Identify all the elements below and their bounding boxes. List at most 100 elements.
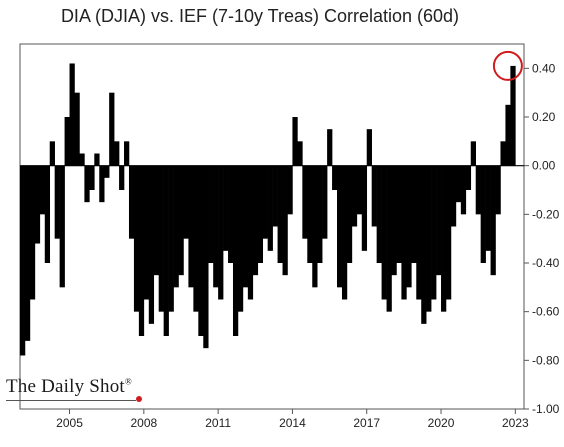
bar: [307, 165, 313, 263]
bar: [203, 165, 209, 349]
bar: [34, 165, 41, 244]
x-axis: 2005 2008 2011 2014 2017 2020 2023: [56, 409, 529, 430]
bar: [44, 165, 51, 263]
bar: [485, 165, 491, 251]
bar: [386, 165, 392, 312]
bar: [332, 165, 338, 190]
bar: [302, 165, 308, 239]
bar: [232, 165, 239, 336]
bar: [109, 92, 115, 166]
bar: [480, 165, 486, 263]
bar: [272, 165, 278, 227]
bar: [104, 165, 110, 178]
bar: [460, 165, 467, 215]
x-tick-label: 2017: [353, 416, 380, 430]
y-axis: 0.40 0.20 0.00 -0.20 -0.40 -0.60 -0.80 -1.00: [524, 61, 560, 416]
watermark-logo: The Daily Shot®: [6, 376, 132, 398]
bar: [89, 165, 95, 190]
bar: [208, 165, 214, 263]
bar: [465, 165, 472, 190]
bar: [114, 141, 120, 166]
bar: [287, 165, 293, 215]
registered-mark: ®: [124, 376, 132, 387]
bar: [317, 165, 323, 263]
y-tick-label: -0.80: [532, 353, 560, 367]
bar: [495, 165, 501, 215]
bar: [361, 165, 368, 251]
bar: [128, 165, 135, 239]
bar: [500, 141, 506, 166]
bar: [292, 117, 298, 166]
bar: [490, 165, 496, 276]
bar: [470, 141, 476, 166]
bar: [391, 165, 397, 276]
bar: [455, 165, 462, 203]
bar: [327, 129, 333, 166]
bar: [183, 165, 189, 239]
bar: [341, 165, 348, 300]
bar: [94, 153, 100, 166]
x-tick-label: 2023: [502, 416, 529, 430]
bar: [312, 165, 318, 288]
bar: [69, 63, 75, 166]
bar: [421, 165, 427, 324]
y-tick-label: 0.20: [532, 110, 556, 124]
bar: [322, 165, 328, 239]
bar: [252, 165, 259, 276]
highlight-circle: [492, 50, 523, 81]
bar: [79, 153, 85, 166]
bar: [337, 165, 343, 288]
bar: [396, 165, 402, 263]
bar: [153, 165, 159, 276]
bar: [99, 165, 105, 203]
bar: [193, 165, 199, 312]
x-tick-label: 2008: [130, 416, 157, 430]
bar: [346, 165, 353, 263]
bar: [416, 165, 422, 300]
bar: [59, 165, 65, 288]
chart-title: DIA (DJIA) vs. IEF (7-10y Treas) Correla…: [60, 6, 460, 26]
bar: [445, 165, 452, 300]
bar: [223, 165, 229, 251]
bar: [84, 165, 90, 203]
bar: [247, 165, 254, 300]
bar: [242, 165, 249, 288]
bar: [228, 165, 234, 263]
bar: [406, 165, 412, 288]
bar: [450, 165, 457, 227]
bar: [64, 117, 70, 166]
bar: [138, 165, 145, 336]
bar: [20, 165, 26, 356]
bar: [213, 165, 219, 288]
watermark-text: The Daily Shot: [6, 376, 125, 397]
bar: [29, 165, 36, 300]
bar: [188, 165, 194, 288]
bar: [39, 165, 46, 215]
bar: [267, 165, 273, 251]
bar: [426, 165, 432, 312]
bar: [178, 165, 184, 276]
bar: [133, 165, 140, 312]
watermark-underline: [6, 400, 136, 401]
bar: [436, 165, 442, 276]
bar: [381, 165, 387, 300]
bar: [168, 165, 174, 312]
bar: [475, 165, 481, 215]
x-tick-label: 2020: [428, 416, 455, 430]
bar: [371, 165, 377, 227]
bar: [143, 165, 150, 300]
bar: [124, 141, 130, 166]
y-tick-label: 0.40: [532, 61, 556, 75]
bar: [119, 165, 125, 190]
bar: [237, 165, 244, 312]
bar: [351, 165, 358, 227]
bar: [257, 165, 264, 263]
y-tick-label: -0.60: [532, 305, 560, 319]
bar: [198, 165, 204, 336]
bar: [366, 129, 372, 166]
bar: [158, 165, 164, 312]
bar: [401, 165, 407, 300]
bar: [441, 165, 447, 312]
bar: [262, 165, 268, 239]
